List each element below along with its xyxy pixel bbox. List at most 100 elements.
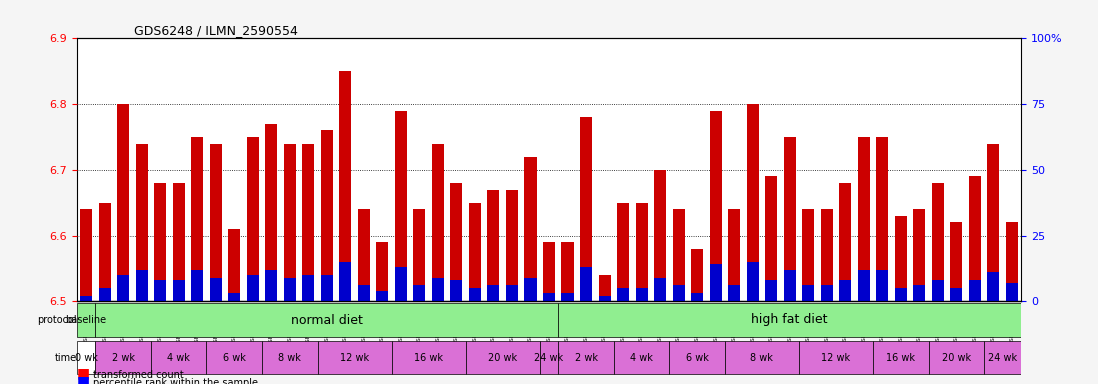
Bar xyxy=(598,275,610,301)
Bar xyxy=(283,278,295,301)
Bar xyxy=(99,288,111,301)
FancyBboxPatch shape xyxy=(96,341,150,374)
Text: 6 wk: 6 wk xyxy=(685,353,708,362)
Text: 0 wk: 0 wk xyxy=(75,353,98,362)
Bar xyxy=(154,183,166,301)
Bar xyxy=(820,285,832,301)
Bar xyxy=(839,280,851,301)
FancyBboxPatch shape xyxy=(873,341,929,374)
Bar xyxy=(321,131,333,301)
Text: 24 wk: 24 wk xyxy=(988,353,1017,362)
Text: 12 wk: 12 wk xyxy=(340,353,369,362)
Bar xyxy=(951,288,962,301)
FancyBboxPatch shape xyxy=(466,341,540,374)
Bar xyxy=(951,222,962,301)
FancyBboxPatch shape xyxy=(540,341,558,374)
Bar xyxy=(228,229,240,301)
Bar xyxy=(728,285,740,301)
Bar xyxy=(803,285,815,301)
Bar xyxy=(450,280,462,301)
Bar xyxy=(117,275,130,301)
Text: normal diet: normal diet xyxy=(291,313,362,326)
Text: ■: ■ xyxy=(77,374,90,384)
Bar xyxy=(172,280,184,301)
Bar xyxy=(709,265,721,301)
Bar xyxy=(654,170,666,301)
FancyBboxPatch shape xyxy=(670,341,725,374)
Bar xyxy=(728,209,740,301)
Bar xyxy=(506,190,518,301)
Text: percentile rank within the sample: percentile rank within the sample xyxy=(93,378,258,384)
Bar xyxy=(617,203,629,301)
Text: 2 wk: 2 wk xyxy=(112,353,135,362)
Bar xyxy=(191,137,203,301)
Bar xyxy=(784,137,796,301)
FancyBboxPatch shape xyxy=(984,341,1021,374)
Text: ■: ■ xyxy=(77,366,90,380)
Bar xyxy=(302,144,314,301)
Bar xyxy=(339,262,351,301)
Bar xyxy=(636,203,648,301)
Bar xyxy=(283,144,295,301)
FancyBboxPatch shape xyxy=(614,341,670,374)
Bar xyxy=(987,144,999,301)
Bar xyxy=(1006,283,1018,301)
Text: time: time xyxy=(55,353,77,362)
Bar xyxy=(228,293,240,301)
Bar xyxy=(747,262,759,301)
Bar xyxy=(80,296,92,301)
Bar xyxy=(968,176,981,301)
Bar xyxy=(358,209,370,301)
Bar xyxy=(99,203,111,301)
Text: 8 wk: 8 wk xyxy=(751,353,773,362)
Bar xyxy=(673,285,685,301)
Bar xyxy=(968,280,981,301)
Bar xyxy=(765,176,777,301)
Bar xyxy=(321,275,333,301)
Bar xyxy=(339,71,351,301)
FancyBboxPatch shape xyxy=(392,341,466,374)
Bar xyxy=(413,209,425,301)
FancyBboxPatch shape xyxy=(317,341,392,374)
Bar xyxy=(488,190,500,301)
Bar xyxy=(709,111,721,301)
Bar xyxy=(80,209,92,301)
FancyBboxPatch shape xyxy=(206,341,262,374)
Bar xyxy=(580,117,592,301)
Bar xyxy=(895,216,907,301)
FancyBboxPatch shape xyxy=(725,341,799,374)
Bar xyxy=(673,209,685,301)
Bar xyxy=(488,285,500,301)
Bar xyxy=(747,104,759,301)
Bar xyxy=(377,291,389,301)
FancyBboxPatch shape xyxy=(77,341,96,374)
Text: 20 wk: 20 wk xyxy=(942,353,971,362)
Text: 8 wk: 8 wk xyxy=(279,353,301,362)
Text: protocol: protocol xyxy=(37,315,77,325)
Bar xyxy=(136,270,148,301)
Bar xyxy=(932,183,944,301)
Bar xyxy=(210,144,222,301)
Bar xyxy=(839,183,851,301)
Bar xyxy=(413,285,425,301)
FancyBboxPatch shape xyxy=(558,303,1021,337)
Bar xyxy=(525,278,537,301)
Bar xyxy=(895,288,907,301)
Text: baseline: baseline xyxy=(66,315,107,325)
Bar xyxy=(561,242,573,301)
Bar xyxy=(803,209,815,301)
Bar xyxy=(395,267,407,301)
Bar xyxy=(117,104,130,301)
FancyBboxPatch shape xyxy=(77,303,96,337)
Bar xyxy=(580,267,592,301)
Bar xyxy=(154,280,166,301)
Text: transformed count: transformed count xyxy=(93,370,184,380)
Text: 4 wk: 4 wk xyxy=(630,353,653,362)
Bar xyxy=(876,137,888,301)
Bar xyxy=(932,280,944,301)
Bar xyxy=(432,278,444,301)
Bar xyxy=(654,278,666,301)
Bar xyxy=(636,288,648,301)
FancyBboxPatch shape xyxy=(799,341,873,374)
Text: 24 wk: 24 wk xyxy=(535,353,563,362)
